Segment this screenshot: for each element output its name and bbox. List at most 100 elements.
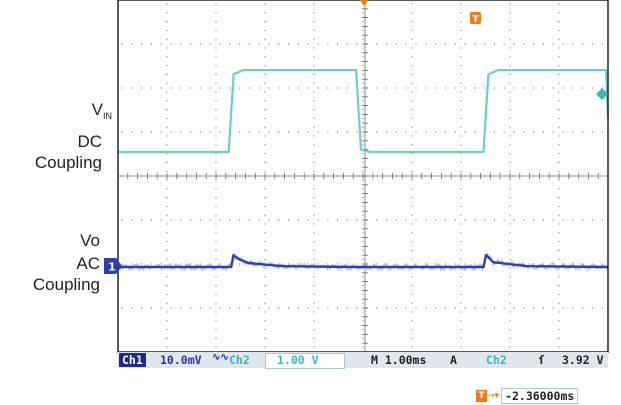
grid-dot <box>411 126 413 128</box>
grid-dot <box>411 38 413 40</box>
grid-dot <box>362 161 364 163</box>
grid-dot <box>460 214 462 216</box>
grid-dot <box>460 12 462 14</box>
grid-dot <box>317 219 319 221</box>
grid-dot <box>444 307 446 309</box>
grid-dot <box>215 153 217 155</box>
grid-dot <box>509 205 511 207</box>
grid-dot <box>166 73 168 75</box>
grid-dot <box>523 43 525 45</box>
ch1-bw-symbol: ∿∿ <box>212 352 229 363</box>
grid-dot <box>558 12 560 14</box>
grid-dot <box>405 219 407 221</box>
grid-dot <box>509 170 511 172</box>
grid-dot <box>435 219 437 221</box>
grid-dot <box>248 87 250 89</box>
grid-dot <box>268 43 270 45</box>
grid-dot <box>460 232 462 234</box>
grid-dot <box>215 276 217 278</box>
grid-dot <box>533 263 535 265</box>
grid-dot <box>362 38 364 40</box>
grid-dot <box>215 311 217 313</box>
grid-dot <box>601 263 603 265</box>
grid-dot <box>215 346 217 348</box>
grid-dot <box>180 87 182 89</box>
grid-dot <box>411 293 413 295</box>
grid-dot <box>415 43 417 45</box>
grid-dot <box>166 197 168 199</box>
grid-dot <box>297 87 299 89</box>
grid-dot <box>591 263 593 265</box>
grid-dot <box>166 179 168 181</box>
ch1-trace <box>118 253 609 269</box>
grid-dot <box>395 43 397 45</box>
grid-dot <box>425 43 427 45</box>
grid-dot <box>215 214 217 216</box>
grid-dot <box>558 241 560 243</box>
grid-dot <box>170 263 172 265</box>
grid-dot <box>313 329 315 331</box>
grid-dot <box>509 29 511 31</box>
grid-dot <box>278 87 280 89</box>
grid-dot <box>297 307 299 309</box>
grid-dot <box>166 346 168 348</box>
grid-dot <box>215 47 217 49</box>
grid-dot <box>460 82 462 84</box>
grid-dot <box>484 43 486 45</box>
grid-dot <box>362 188 364 190</box>
grid-dot <box>376 131 378 133</box>
grid-dot <box>166 311 168 313</box>
grid-dot <box>411 302 413 304</box>
grid-dot <box>558 91 560 93</box>
grid-dot <box>411 205 413 207</box>
grid-dot <box>513 219 515 221</box>
grid-dot <box>278 219 280 221</box>
grid-dot <box>356 131 358 133</box>
grid-dot <box>362 337 364 339</box>
grid-dot <box>264 241 266 243</box>
grid-dot <box>356 263 358 265</box>
grid-dot <box>460 21 462 23</box>
grid-dot <box>166 293 168 295</box>
grid-dot <box>484 219 486 221</box>
grid-dot <box>248 131 250 133</box>
grid-dot <box>264 117 266 119</box>
grid-dot <box>337 87 339 89</box>
grid-dot <box>166 21 168 23</box>
grid-dot <box>444 87 446 89</box>
grid-dot <box>460 320 462 322</box>
grid-dot <box>264 135 266 137</box>
grid-dot <box>121 307 123 309</box>
grid-dot <box>509 179 511 181</box>
grid-dot <box>558 293 560 295</box>
grid-dot <box>166 241 168 243</box>
grid-dot <box>474 87 476 89</box>
grid-dot <box>460 285 462 287</box>
grid-dot <box>264 329 266 331</box>
grid-dot <box>503 87 505 89</box>
grid-dot <box>460 293 462 295</box>
ch1-label-vo: Vo <box>80 231 100 250</box>
grid-dot <box>405 263 407 265</box>
grid-dot <box>264 100 266 102</box>
grid-dot <box>166 223 168 225</box>
grid-dot <box>199 131 201 133</box>
grid-dot <box>268 219 270 221</box>
grid-dot <box>411 135 413 137</box>
grid-dot <box>582 87 584 89</box>
grid-dot <box>509 223 511 225</box>
timebase: M 1.00ms <box>371 353 427 367</box>
grid-dot <box>215 65 217 67</box>
grid-dot <box>533 307 535 309</box>
grid-dot <box>558 56 560 58</box>
grid-dot <box>141 43 143 45</box>
status-bar <box>118 352 608 368</box>
grid-dot <box>307 307 309 309</box>
grid-dot <box>376 43 378 45</box>
grid-dot <box>411 153 413 155</box>
grid-dot <box>558 214 560 216</box>
grid-dot <box>411 232 413 234</box>
grid-dot <box>297 131 299 133</box>
grid-dot <box>542 219 544 221</box>
grid-dot <box>601 131 603 133</box>
